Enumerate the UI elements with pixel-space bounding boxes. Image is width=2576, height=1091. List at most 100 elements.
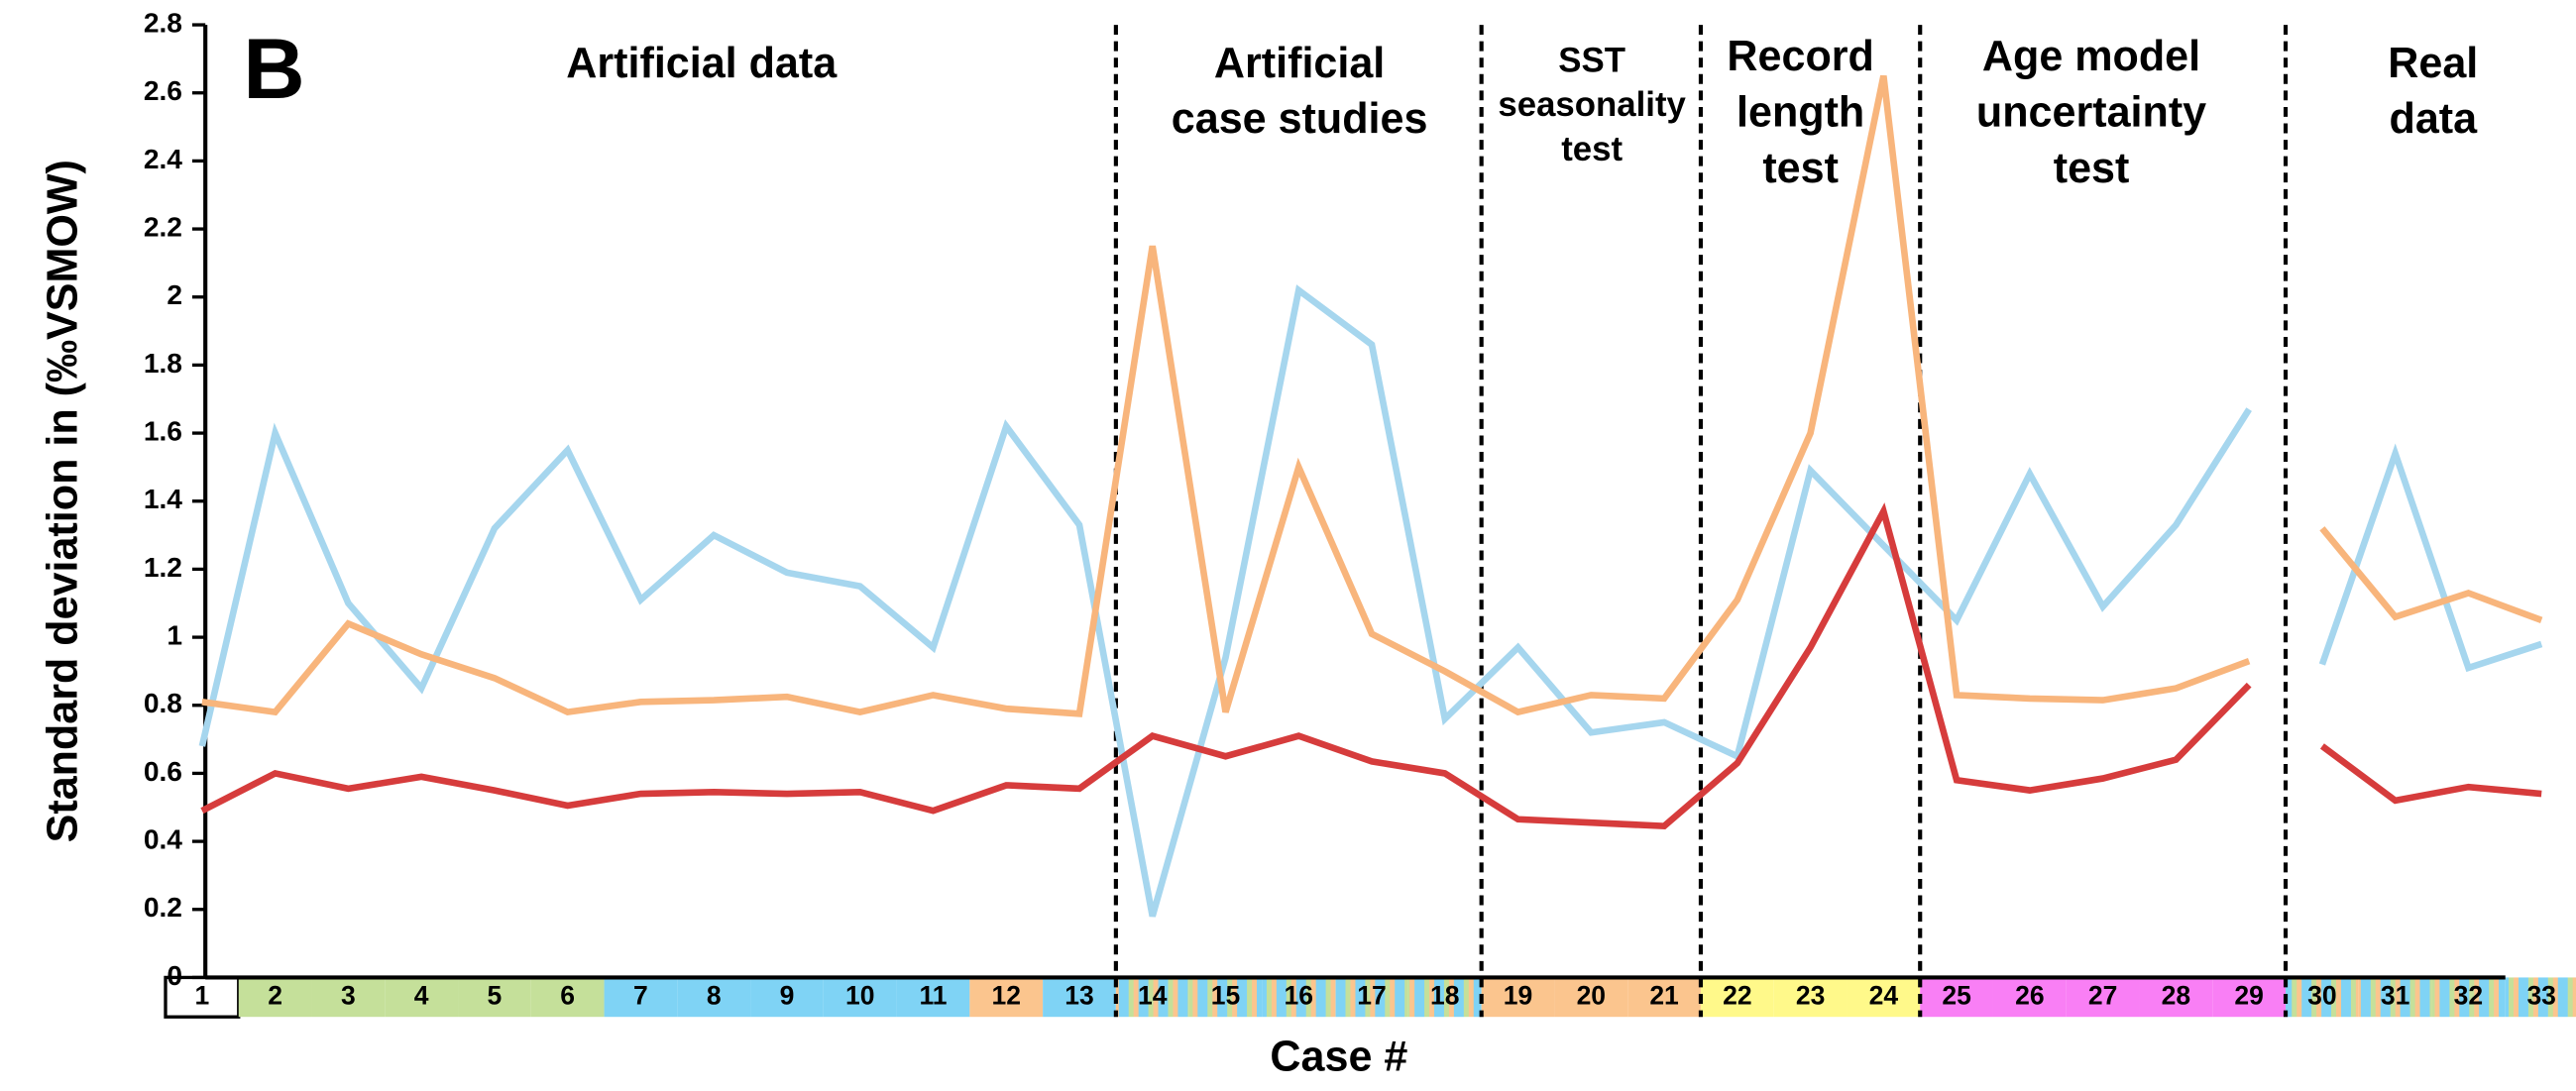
- section-label: test: [2054, 145, 2130, 192]
- x-tick-label: 21: [1649, 980, 1679, 1010]
- x-tick-label: 30: [2307, 980, 2337, 1010]
- section-label: Artificial: [1214, 40, 1385, 87]
- y-tick-label: 0.6: [144, 755, 182, 787]
- x-tick-label: 23: [1796, 980, 1826, 1010]
- case-box: [1043, 977, 1116, 1018]
- y-tick-label: 1.4: [144, 483, 182, 514]
- x-tick-label: 8: [707, 980, 722, 1010]
- y-axis-label: Standard deviation in (‰VSMOW): [40, 160, 87, 842]
- x-tick-label: 22: [1723, 980, 1752, 1010]
- case-box: [1920, 977, 1993, 1018]
- x-tick-label: 6: [560, 980, 575, 1010]
- y-tick-label: 2.2: [144, 211, 182, 243]
- x-tick-label: 3: [341, 980, 356, 1010]
- y-tick-label: 0.4: [144, 823, 182, 855]
- case-box: [2431, 977, 2506, 1018]
- x-tick-label: 15: [1211, 980, 1241, 1010]
- section-label: data: [2390, 95, 2479, 143]
- case-box: [1847, 977, 1921, 1018]
- section-label: uncertainty: [1976, 89, 2206, 137]
- section-label: case studies: [1172, 95, 1428, 143]
- case-box: [1335, 977, 1408, 1018]
- y-tick-label: 1: [167, 619, 182, 651]
- case-box: [1773, 977, 1848, 1018]
- y-tick-label: 0.2: [144, 891, 182, 923]
- section-label: test: [1561, 130, 1623, 168]
- x-tick-label: 32: [2454, 980, 2484, 1010]
- data-line: [2319, 526, 2543, 624]
- x-tick-label: 33: [2526, 980, 2556, 1010]
- x-tick-label: 26: [2015, 980, 2045, 1010]
- case-box: [969, 977, 1044, 1018]
- y-tick-label: 2.6: [144, 74, 182, 106]
- x-tick-label: 31: [2381, 980, 2410, 1010]
- x-tick-label: 29: [2234, 980, 2264, 1010]
- x-tick-label: 28: [2162, 980, 2191, 1010]
- case-box: [823, 977, 897, 1018]
- x-tick-label: 25: [1942, 980, 1971, 1010]
- data-line: [201, 74, 2251, 717]
- case-box: [2139, 977, 2213, 1018]
- case-box: [1262, 977, 1336, 1018]
- x-tick-label: 12: [991, 980, 1021, 1010]
- case-box: [750, 977, 824, 1018]
- data-line: [198, 284, 2252, 918]
- y-tick-label: 2.4: [144, 143, 182, 174]
- x-tick-label: 7: [633, 980, 648, 1010]
- panel-label: B: [243, 22, 304, 117]
- x-tick-label: 14: [1138, 980, 1168, 1010]
- section-label: test: [1762, 145, 1839, 192]
- case-box: [896, 977, 970, 1018]
- case-box: [1481, 977, 1555, 1018]
- section-label: Record: [1727, 33, 1873, 80]
- section-label: Artificial data: [566, 40, 838, 87]
- section-label: Age model: [1982, 33, 2200, 80]
- case-box: [530, 977, 605, 1018]
- case-box: [1700, 977, 1774, 1018]
- data-line: [200, 502, 2252, 830]
- y-tick-label: 1.2: [144, 551, 182, 583]
- x-tick-label: 24: [1869, 980, 1899, 1010]
- x-tick-label: 17: [1357, 980, 1387, 1010]
- section-label: Real: [2388, 40, 2478, 87]
- data-line: [2319, 743, 2542, 805]
- x-tick-label: 10: [845, 980, 875, 1010]
- x-tick-label: 2: [268, 980, 282, 1010]
- case-box: [385, 977, 459, 1018]
- case-box: [1627, 977, 1701, 1018]
- x-tick-label: 5: [488, 980, 503, 1010]
- x-tick-label: 4: [414, 980, 429, 1010]
- case-box: [2505, 977, 2576, 1018]
- y-tick-label: 2.8: [144, 7, 182, 39]
- case-box: [604, 977, 678, 1018]
- section-label: seasonality: [1498, 85, 1686, 124]
- case-box: [2286, 977, 2359, 1018]
- case-box: [164, 975, 241, 1019]
- x-tick-label: 1: [195, 980, 210, 1010]
- y-tick-label: 1.6: [144, 415, 182, 447]
- case-box: [677, 977, 751, 1018]
- case-box: [2212, 977, 2287, 1018]
- data-line: [2318, 443, 2543, 673]
- x-tick-label: 20: [1577, 980, 1607, 1010]
- y-tick-label: 2: [167, 278, 182, 310]
- case-box: [1188, 977, 1263, 1018]
- x-tick-label: 27: [2088, 980, 2118, 1010]
- x-tick-label: 11: [919, 980, 947, 1010]
- section-label: SST: [1558, 41, 1625, 79]
- x-tick-label: 16: [1285, 980, 1314, 1010]
- case-box: [311, 977, 386, 1018]
- case-box: [1554, 977, 1628, 1018]
- case-box: [458, 977, 531, 1018]
- x-tick-label: 19: [1504, 980, 1533, 1010]
- case-box: [2066, 977, 2140, 1018]
- x-axis-label: Case #: [1270, 1034, 1407, 1081]
- x-tick-label: 18: [1430, 980, 1460, 1010]
- case-box: [1992, 977, 2067, 1018]
- case-box: [1407, 977, 1482, 1018]
- case-box: [2358, 977, 2432, 1018]
- y-tick-label: 0.8: [144, 687, 182, 718]
- case-box: [1115, 977, 1189, 1018]
- case-box: [238, 977, 312, 1018]
